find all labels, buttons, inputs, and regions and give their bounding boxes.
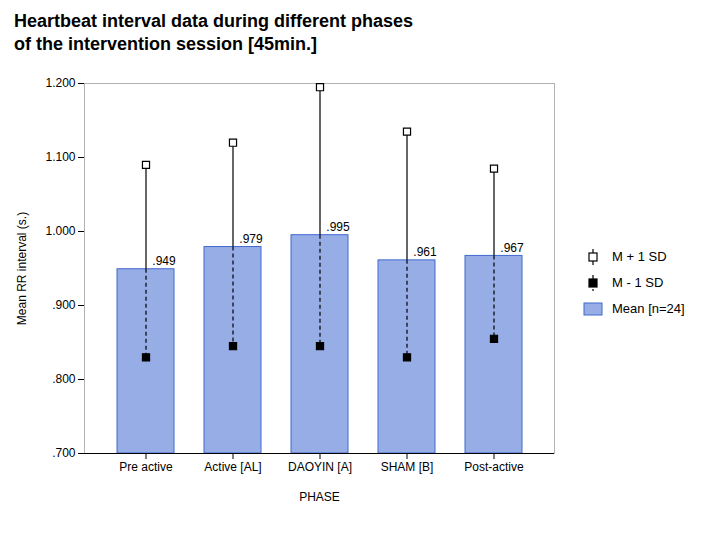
svg-text:DAOYIN [A]: DAOYIN [A] [288, 460, 352, 474]
svg-text:.800: .800 [52, 372, 76, 386]
html-text:M - 1 SD: M - 1 SD [612, 275, 664, 291]
svg-text:Active [AL]: Active [AL] [204, 460, 261, 474]
html-text:of the intervention session [4: of the intervention session [45min.] [14, 34, 317, 55]
svg-text:.967: .967 [500, 241, 524, 255]
svg-text:PHASE: PHASE [299, 489, 340, 503]
svg-text:1.000: 1.000 [45, 224, 75, 238]
svg-text:.900: .900 [52, 298, 76, 312]
html-text:M + 1 SD: M + 1 SD [612, 249, 667, 265]
svg-text:1.100: 1.100 [45, 150, 75, 164]
svg-text:Mean RR interval (s.): Mean RR interval (s.) [15, 212, 29, 325]
svg-text:.700: .700 [52, 446, 76, 460]
svg-text:Post-active: Post-active [464, 460, 524, 474]
svg-text:.995: .995 [326, 220, 350, 234]
svg-text:.961: .961 [413, 245, 437, 259]
html-text:Mean [n=24]: Mean [n=24] [612, 301, 685, 317]
html-text:Heartbeat interval data during: Heartbeat interval data during different… [14, 11, 414, 31]
svg-text:1.200: 1.200 [45, 76, 75, 90]
svg-text:.949: .949 [152, 254, 176, 268]
svg-text:SHAM [B]: SHAM [B] [381, 460, 434, 474]
svg-text:Pre active: Pre active [119, 460, 173, 474]
svg-text:.979: .979 [239, 232, 263, 246]
